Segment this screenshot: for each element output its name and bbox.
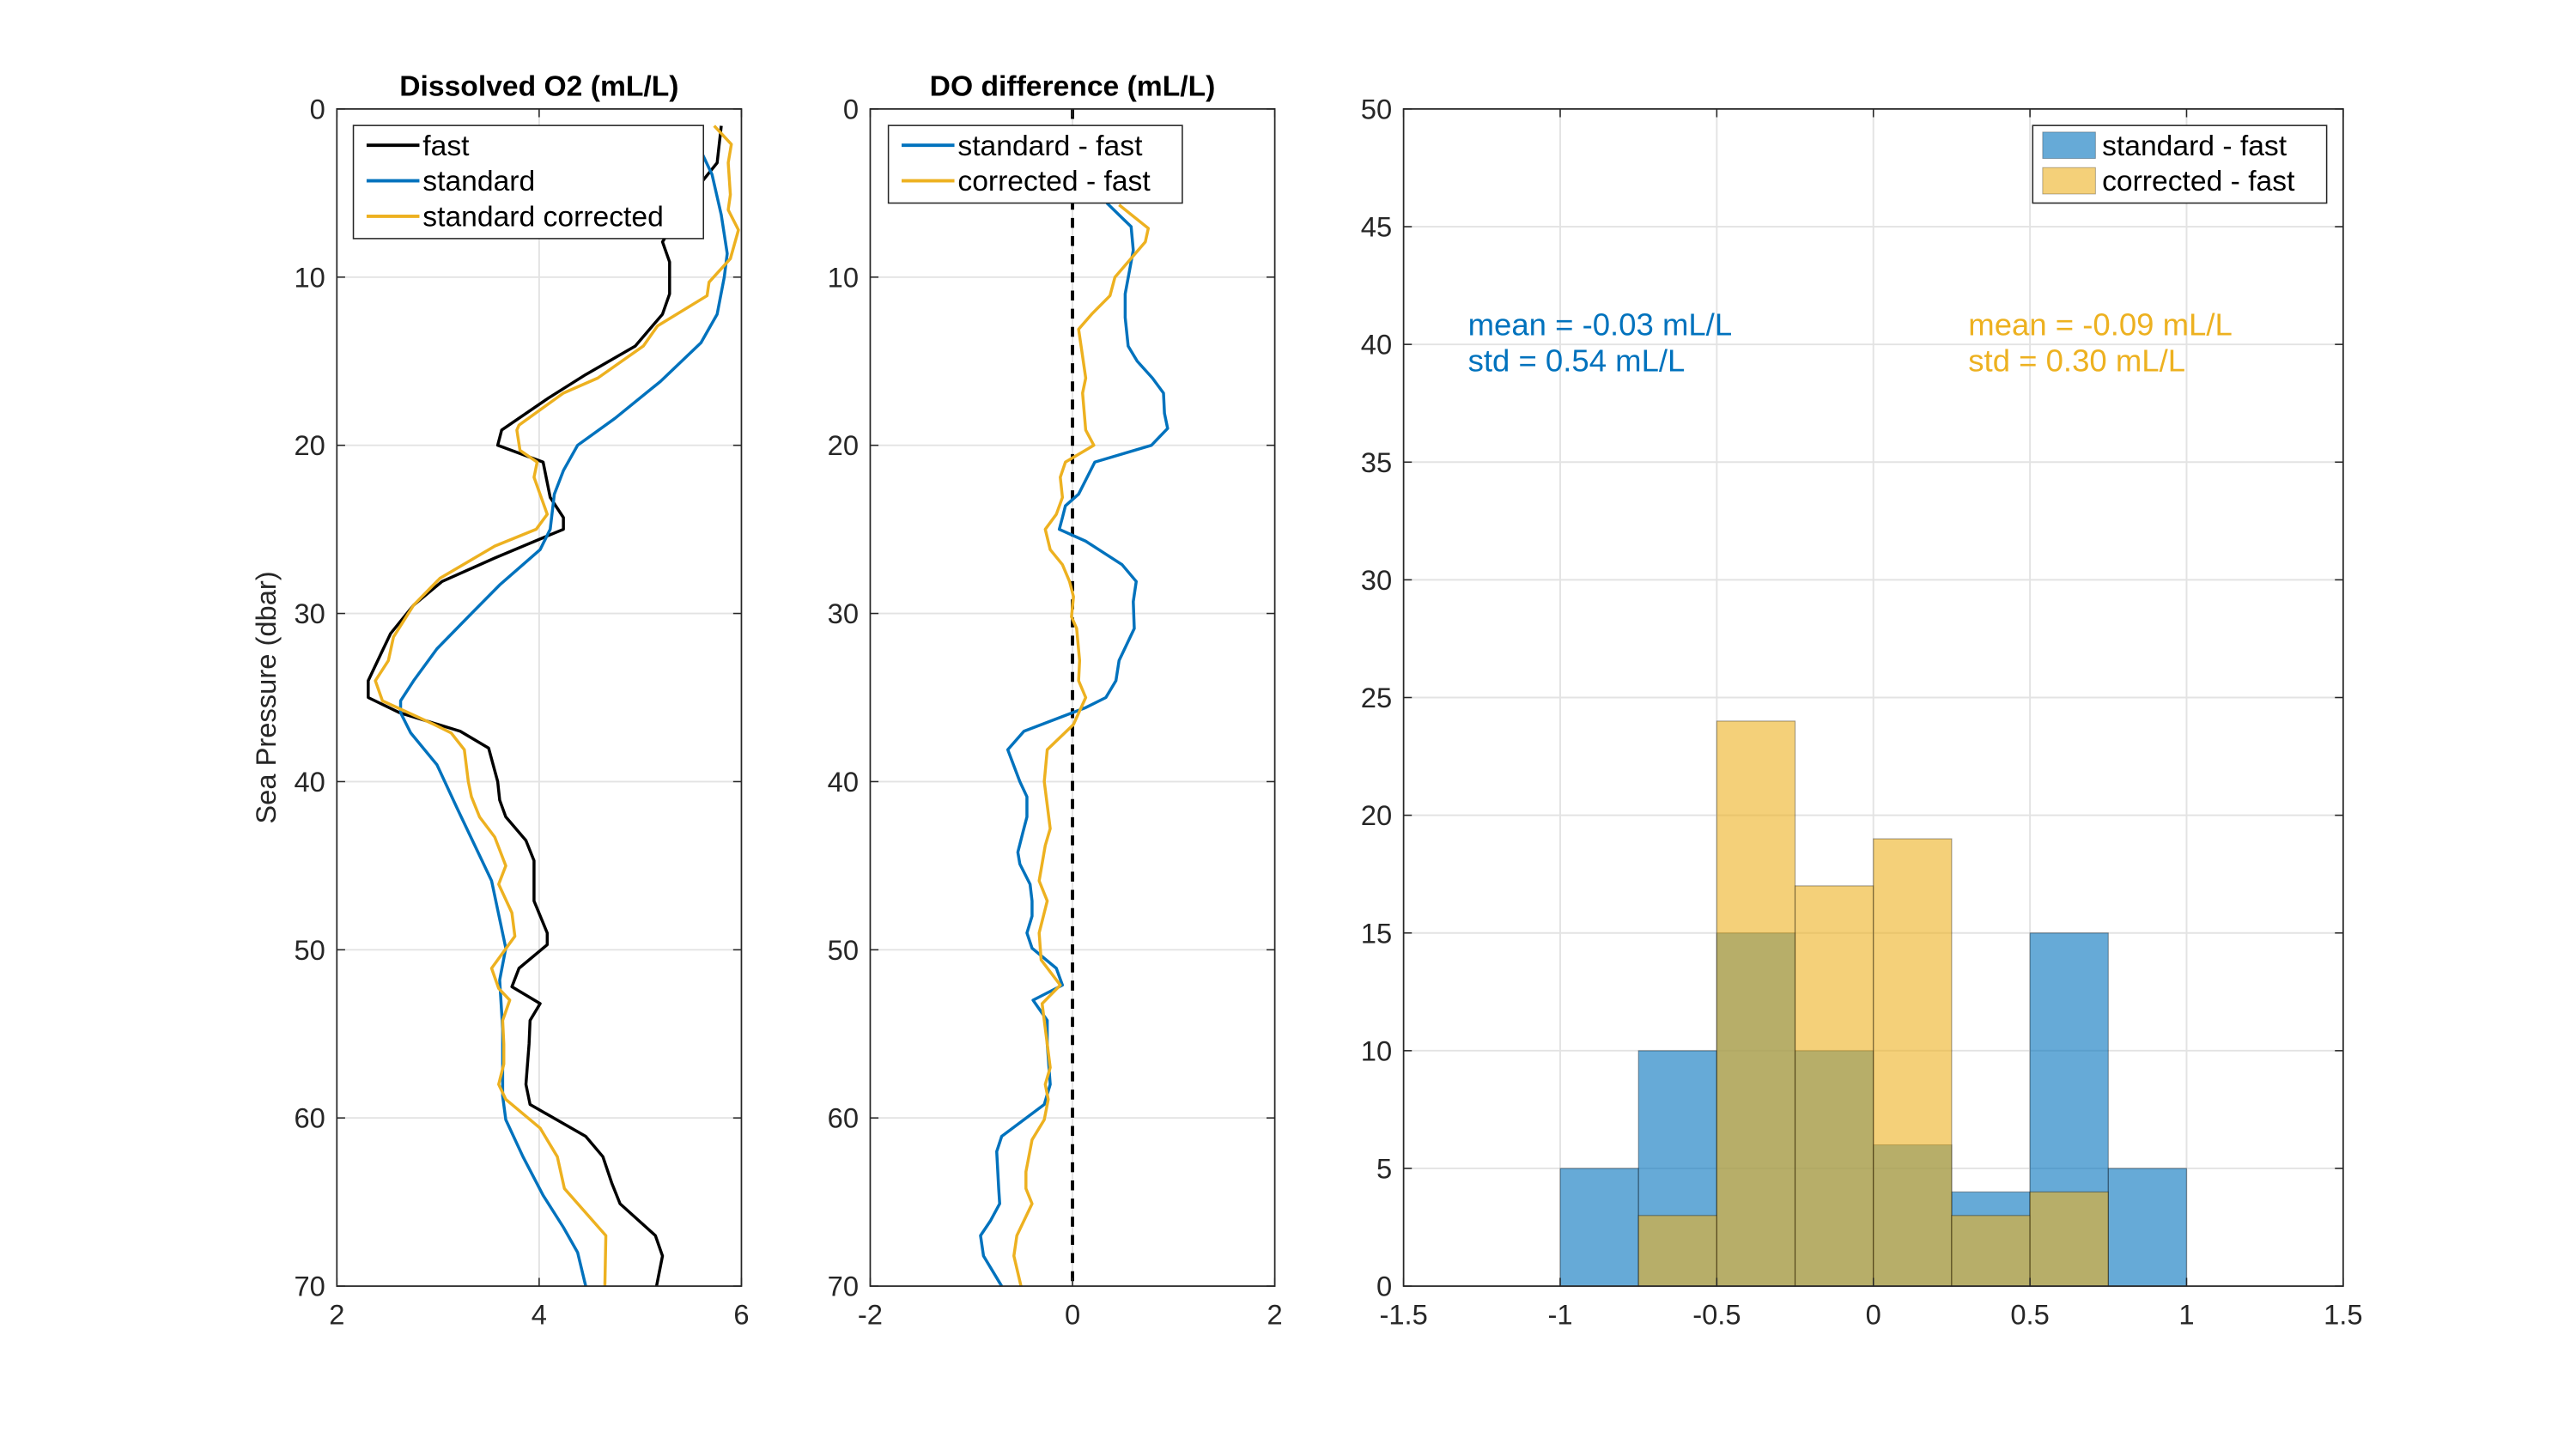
y-tick-label: 0: [1376, 1271, 1392, 1302]
y-tick-label: 50: [294, 934, 325, 966]
y-tick-label: 10: [294, 261, 325, 293]
chart-title: Dissolved O2 (mL/L): [399, 71, 678, 103]
y-tick-label: 50: [1361, 93, 1392, 124]
histogram-bar: [1794, 885, 1874, 1287]
y-tick-label: 20: [1361, 799, 1392, 831]
stats-annotation: std = 0.30 mL/L: [1968, 343, 2185, 379]
x-tick-label: 2: [329, 1298, 344, 1330]
histogram-bar: [1637, 1215, 1717, 1287]
legend-swatch: [2042, 131, 2096, 160]
y-tick-label: 15: [1361, 917, 1392, 949]
x-tick-label: 1: [2178, 1298, 2194, 1330]
legend-label: corrected - fast: [957, 166, 1151, 197]
y-tick-label: 60: [828, 1102, 859, 1134]
y-tick-label: 5: [1376, 1153, 1392, 1185]
stats-annotation: mean = -0.09 mL/L: [1968, 306, 2233, 342]
x-tick-label: 0.5: [2010, 1298, 2049, 1330]
legend: fast standard standard corrected: [352, 124, 704, 240]
axes-box: [1402, 108, 2344, 1287]
y-tick-label: 10: [828, 261, 859, 293]
legend-box: [887, 124, 1183, 204]
y-tick-label: 30: [294, 598, 325, 629]
y-tick-label: 0: [843, 93, 859, 124]
series-line-standard: [398, 150, 729, 1287]
x-tick-label: 2: [1267, 1298, 1283, 1330]
y-tick-label: 20: [294, 429, 325, 461]
do-difference-histogram-chart: -1.5 -1 -0.5 0 0.5 1 1.5 0 5 10 15 20 25 30 35 40 45 50 st…: [1361, 93, 2363, 1330]
y-tick-label: 30: [1361, 564, 1392, 596]
histogram-bar: [1559, 1168, 1639, 1287]
chart-title: DO difference (mL/L): [930, 71, 1216, 103]
stats-annotation: mean = -0.03 mL/L: [1468, 306, 1733, 342]
y-tick-label: 35: [1361, 446, 1392, 478]
y-tick-label: 20: [828, 429, 859, 461]
histogram-bar: [2029, 1191, 2109, 1287]
y-tick-label: 40: [828, 766, 859, 798]
legend: standard - fast corrected - fast: [887, 124, 1183, 204]
y-tick-label: 10: [1361, 1035, 1392, 1066]
x-tick-label: 0: [1866, 1298, 1881, 1330]
axes-box: [336, 108, 743, 1287]
y-tick-label: 60: [294, 1102, 325, 1134]
x-tick-label: 4: [532, 1298, 547, 1330]
series-line-corrected-fast: [1012, 203, 1151, 1287]
series-line-standard-corrected: [374, 124, 740, 1287]
legend-swatch: [2042, 167, 2096, 195]
y-tick-label: 70: [828, 1271, 859, 1302]
stats-annotation: std = 0.54 mL/L: [1468, 343, 1686, 379]
series-line-standard-fast: [979, 202, 1170, 1287]
x-tick-label: -1.5: [1379, 1298, 1427, 1330]
x-tick-label: 0: [1065, 1298, 1080, 1330]
legend-label: standard - fast: [2102, 130, 2287, 162]
histogram-bar: [1873, 838, 1953, 1287]
x-tick-label: 1.5: [2324, 1298, 2362, 1330]
y-tick-label: 70: [294, 1271, 325, 1302]
y-axis-label: Sea Pressure (dbar): [250, 571, 282, 823]
x-tick-label: 6: [733, 1298, 749, 1330]
y-tick-label: 40: [294, 766, 325, 798]
y-tick-label: 0: [310, 93, 325, 124]
histogram-bar: [1716, 720, 1796, 1287]
y-tick-label: 50: [828, 934, 859, 966]
legend-label: fast: [422, 130, 470, 162]
histogram-bar: [2107, 1168, 2188, 1287]
legend-label: standard: [422, 166, 535, 197]
legend-label: standard - fast: [957, 130, 1143, 162]
x-tick-label: -2: [858, 1298, 883, 1330]
histogram-bar: [1951, 1215, 2031, 1287]
y-tick-label: 40: [1361, 329, 1392, 361]
legend: standard - fast corrected - fast: [2032, 124, 2328, 204]
x-tick-label: -1: [1547, 1298, 1572, 1330]
y-tick-label: 25: [1361, 682, 1392, 713]
x-tick-label: -0.5: [1692, 1298, 1741, 1330]
y-tick-label: 45: [1361, 211, 1392, 243]
y-tick-label: 30: [828, 598, 859, 629]
legend-label: standard corrected: [422, 201, 664, 233]
legend-label: corrected - fast: [2102, 166, 2295, 197]
axes-box: [869, 108, 1276, 1287]
